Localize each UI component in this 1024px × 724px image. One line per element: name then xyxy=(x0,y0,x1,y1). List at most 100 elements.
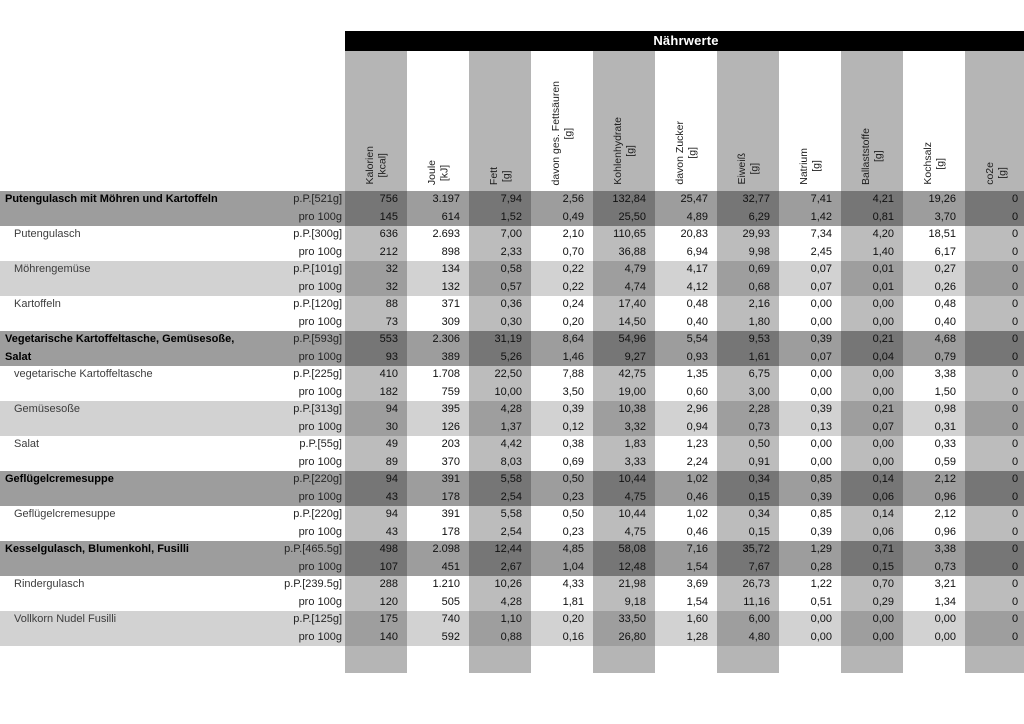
column-header-label: Natrium [g] xyxy=(797,148,823,185)
value-cell: 2,67 xyxy=(469,558,531,576)
value-cell: 2,28 xyxy=(717,401,779,419)
value-cell: 145 xyxy=(345,208,407,226)
value-cell: 31,19 xyxy=(469,331,531,349)
value-cell: 0,22 xyxy=(531,261,593,279)
value-cell: 1,29 xyxy=(779,541,841,559)
dish-row-per-100g: pro 100g 93 389 5,26 1,46 9,27 0,93 1,61 0,07 0,0… xyxy=(0,348,1024,366)
value-cell: 10,44 xyxy=(593,506,655,524)
value-cell: 0,24 xyxy=(531,296,593,314)
dish-name: Vollkorn Nudel Fusilli xyxy=(0,611,258,646)
value-cell: 54,96 xyxy=(593,331,655,349)
value-cell: 3,50 xyxy=(531,383,593,401)
dish-row-per-portion: Putengulasch mit Möhren und Kartoffeln p.… xyxy=(0,191,1024,226)
value-cell: 4,20 xyxy=(841,226,903,244)
value-cell: 1,81 xyxy=(531,593,593,611)
value-cell: 1,60 xyxy=(655,611,717,629)
value-cell: 0,71 xyxy=(841,541,903,559)
value-cell: 0,30 xyxy=(469,313,531,331)
value-cell: 2,33 xyxy=(469,243,531,261)
dish-row-per-portion: Vegetarische Kartoffeltasche, Gemüsesoße… xyxy=(0,331,1024,366)
dish-row-per-100g: pro 100g 140 592 0,88 0,16 26,80 1,28 4,80 0,00 0… xyxy=(0,628,1024,646)
value-cell: 371 xyxy=(407,296,469,314)
portion-cell: p.P.[300g] xyxy=(258,226,345,244)
value-cell: 0 xyxy=(965,278,1024,296)
value-cell: 7,41 xyxy=(779,191,841,209)
value-cell: 0,85 xyxy=(779,506,841,524)
value-cell: 0 xyxy=(965,436,1024,454)
value-cell: 17,40 xyxy=(593,296,655,314)
value-cell: 0,34 xyxy=(717,471,779,489)
footer-stripe-cell xyxy=(345,646,407,673)
table-body: Putengulasch mit Möhren und Kartoffeln p.… xyxy=(0,191,1024,646)
portion-cell: pro 100g xyxy=(258,558,345,576)
value-cell: 0,39 xyxy=(779,523,841,541)
value-cell: 0,04 xyxy=(841,348,903,366)
value-cell: 0,00 xyxy=(841,436,903,454)
value-cell: 2.098 xyxy=(407,541,469,559)
value-cell: 4,28 xyxy=(469,593,531,611)
value-cell: 0,50 xyxy=(531,506,593,524)
dish-name: Putengulasch xyxy=(0,226,258,261)
value-cell: 288 xyxy=(345,576,407,594)
value-cell: 0,98 xyxy=(903,401,965,419)
value-cell: 3,21 xyxy=(903,576,965,594)
value-cell: 0,00 xyxy=(779,453,841,471)
value-cell: 0,93 xyxy=(655,348,717,366)
value-cell: 0,69 xyxy=(531,453,593,471)
dish-row-per-portion: Rindergulasch p.P.[239.5g] 288 1.210 10,26 4,… xyxy=(0,576,1024,611)
value-cell: 4,68 xyxy=(903,331,965,349)
value-cell: 0,96 xyxy=(903,523,965,541)
footer-stripe-row xyxy=(0,646,1024,673)
portion-cell: pro 100g xyxy=(258,348,345,366)
value-cell: 0,00 xyxy=(841,628,903,646)
value-cell: 4,33 xyxy=(531,576,593,594)
value-cell: 1,02 xyxy=(655,506,717,524)
value-cell: 1,54 xyxy=(655,593,717,611)
portion-cell: p.P.[225g] xyxy=(258,366,345,384)
portion-cell: p.P.[465.5g] xyxy=(258,541,345,559)
column-header-label: davon ges. Fettsäuren [g] xyxy=(549,80,575,185)
dish-row-per-100g: pro 100g 89 370 8,03 0,69 3,33 2,24 0,91 0,00 0,0… xyxy=(0,453,1024,471)
value-cell: 175 xyxy=(345,611,407,629)
value-cell: 0,57 xyxy=(469,278,531,296)
dish-name: vegetarische Kartoffeltasche xyxy=(0,366,258,401)
value-cell: 1,54 xyxy=(655,558,717,576)
dish-row-per-100g: pro 100g 43 178 2,54 0,23 4,75 0,46 0,15 0,39 0,0… xyxy=(0,488,1024,506)
value-cell: 73 xyxy=(345,313,407,331)
column-header: Ballaststoffe [g] xyxy=(841,51,903,191)
value-cell: 0 xyxy=(965,488,1024,506)
value-cell: 0,29 xyxy=(841,593,903,611)
value-cell: 36,88 xyxy=(593,243,655,261)
value-cell: 0,48 xyxy=(903,296,965,314)
dish-row-per-portion: Putengulasch p.P.[300g] 636 2.693 7,00 2,10 11… xyxy=(0,226,1024,261)
value-cell: 182 xyxy=(345,383,407,401)
value-cell: 7,88 xyxy=(531,366,593,384)
portion-cell: p.P.[521g] xyxy=(258,191,345,209)
value-cell: 0,91 xyxy=(717,453,779,471)
value-cell: 1,23 xyxy=(655,436,717,454)
value-cell: 0,39 xyxy=(779,488,841,506)
value-cell: 43 xyxy=(345,488,407,506)
portion-cell: p.P.[593g] xyxy=(258,331,345,349)
value-cell: 0 xyxy=(965,611,1024,629)
column-header: Kohlenhydrate [g] xyxy=(593,51,655,191)
value-cell: 0,00 xyxy=(779,436,841,454)
column-header-label: Fett [g] xyxy=(487,166,513,185)
value-cell: 5,26 xyxy=(469,348,531,366)
value-cell: 1,46 xyxy=(531,348,593,366)
value-cell: 1,61 xyxy=(717,348,779,366)
column-header: Natrium [g] xyxy=(779,51,841,191)
value-cell: 0,00 xyxy=(903,611,965,629)
value-cell: 0,06 xyxy=(841,488,903,506)
column-header: davon ges. Fettsäuren [g] xyxy=(531,51,593,191)
value-cell: 898 xyxy=(407,243,469,261)
value-cell: 389 xyxy=(407,348,469,366)
column-header: Eiweiß [g] xyxy=(717,51,779,191)
value-cell: 0,00 xyxy=(841,296,903,314)
column-header-label: Kohlenhydrate [g] xyxy=(611,117,637,185)
value-cell: 2,24 xyxy=(655,453,717,471)
portion-cell: p.P.[125g] xyxy=(258,611,345,629)
value-cell: 1,42 xyxy=(779,208,841,226)
value-cell: 759 xyxy=(407,383,469,401)
dish-row-per-100g: pro 100g 182 759 10,00 3,50 19,00 0,60 3,00 0,00… xyxy=(0,383,1024,401)
